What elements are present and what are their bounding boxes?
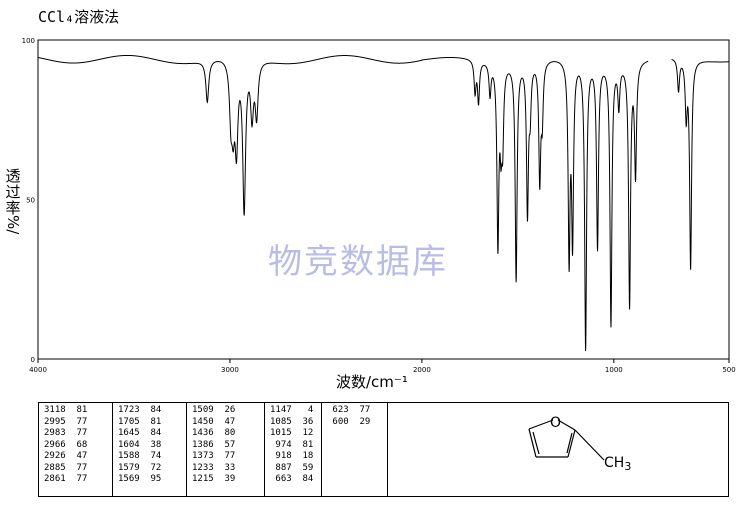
peak-entry: 2966 68 [44, 439, 88, 450]
peak-entry: 1588 74 [118, 451, 162, 461]
peak-entry: 2885 77 [44, 462, 88, 473]
peak-entry: 623 77 [327, 405, 371, 415]
spectrum-line [37, 54, 730, 352]
peak-entry: 1604 38 [118, 439, 162, 450]
peak-entry: 2995 77 [44, 416, 88, 427]
methyl-label-sub: 3 [624, 460, 631, 473]
y-tick-label: 100 [22, 37, 35, 45]
x-tick-label: 500 [722, 366, 735, 374]
x-tick-label: 3000 [221, 366, 239, 374]
x-axis-label: 波数/cm⁻¹ [336, 373, 408, 391]
x-tick-label: 4000 [29, 366, 47, 374]
methyl-label-ch: CH [604, 455, 624, 471]
peak-entry: 918 18 [270, 451, 314, 461]
chart-title: CCl₄溶液法 [38, 8, 120, 26]
peak-entry: 1015 12 [270, 428, 314, 438]
peak-entry: 1450 47 [192, 416, 236, 427]
peak-column-2: 1723 84 1705 81 1645 84 1604 38 1588 74 1579 … [113, 403, 187, 496]
peak-entry: 1645 84 [118, 428, 162, 438]
peak-entry: 974 81 [270, 439, 314, 450]
peak-column-3: 1509 26 1450 47 1436 80 1386 57 1373 77 1233 … [187, 403, 265, 496]
oxygen-atom-label: O [550, 415, 561, 431]
y-axis-ticks: 0 50 100 [22, 37, 35, 364]
peak-entry: 1569 95 [118, 474, 162, 484]
peak-entry: 1215 39 [192, 474, 236, 484]
ir-spectrum-chart: 4000 3000 2000 1000 500 0 50 100 [22, 37, 736, 374]
peak-column-1: 3118 81 2995 77 2983 77 2966 68 2926 47 2885 … [39, 403, 113, 496]
y-tick-label: 50 [26, 197, 35, 205]
peak-entry: 1233 33 [192, 462, 236, 473]
peak-entry: 1509 26 [192, 405, 236, 415]
peak-column-5: 623 77 600 29 [322, 403, 388, 496]
x-axis-ticks: 4000 3000 2000 1000 500 [29, 359, 736, 374]
y-axis-label-char-2: 过 [5, 183, 21, 201]
peak-entry: 3118 81 [44, 405, 88, 415]
peak-table: 3118 81 2995 77 2983 77 2966 68 2926 47 2885 … [38, 402, 729, 497]
peak-entry: 1705 81 [118, 416, 162, 427]
watermark: 物竞数据库 [268, 242, 448, 282]
x-tick-label: 1000 [605, 366, 623, 374]
y-tick-label: 0 [31, 356, 35, 364]
peak-entry: 600 29 [327, 416, 371, 427]
peak-entry: 2983 77 [44, 428, 88, 438]
peak-entry: 1373 77 [192, 451, 236, 461]
peak-entry: 1723 84 [118, 405, 162, 415]
peak-entry: 1579 72 [118, 462, 162, 473]
plot-frame [37, 39, 730, 360]
molecule-structure: O CH3 [528, 415, 631, 473]
y-axis-label-char-3: 率 [5, 199, 21, 217]
peak-entry: 2926 47 [44, 451, 88, 461]
peak-entry: 887 59 [270, 462, 314, 473]
y-axis-label: 透 过 率 %/ [4, 167, 22, 234]
x-tick-label: 2000 [413, 366, 431, 374]
peak-entry: 1436 80 [192, 428, 236, 438]
y-axis-label-char-1: 透 [5, 167, 21, 185]
methyl-label: CH3 [604, 455, 631, 473]
peak-entry: 1085 36 [270, 416, 314, 427]
peak-entry: 2861 77 [44, 474, 88, 484]
peak-entry: 1147 4 [270, 405, 314, 415]
peak-column-4: 1147 4 1085 36 1015 12 974 81 918 18 887 5… [265, 403, 322, 496]
peak-entry: 1386 57 [192, 439, 236, 450]
peak-entry: 663 84 [270, 474, 314, 484]
